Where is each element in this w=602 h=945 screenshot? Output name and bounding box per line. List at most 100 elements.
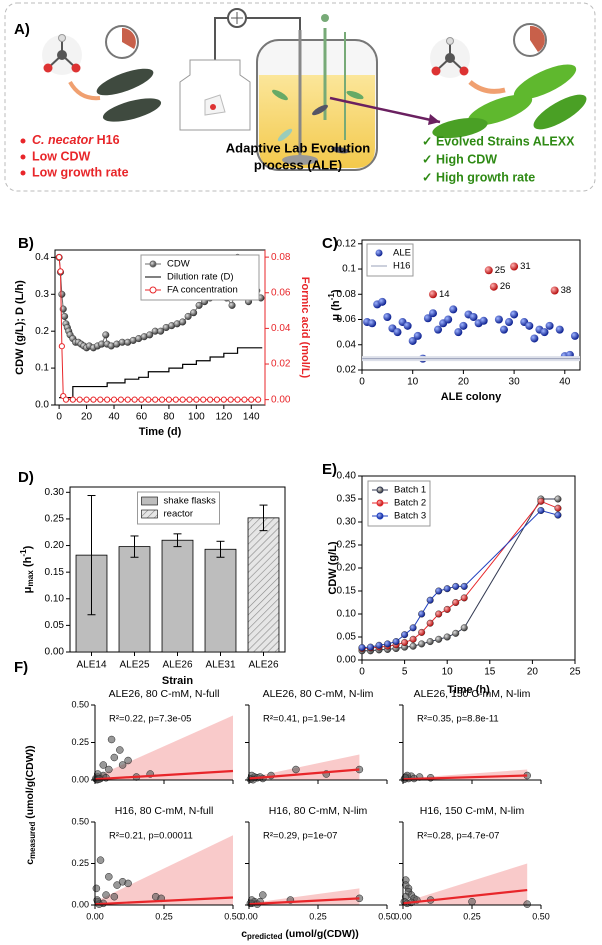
x-tick-label: 0 xyxy=(359,667,365,678)
arrow xyxy=(468,80,506,94)
data-point xyxy=(200,396,207,403)
y-tick-label: 0.40 xyxy=(337,471,357,482)
highlight-point xyxy=(428,290,437,299)
legend-swatch xyxy=(141,496,158,506)
subplot-title: H16, 80 C-mM, N-lim xyxy=(269,805,368,817)
legend-swatch xyxy=(376,499,384,507)
y-tick-label: 0.06 xyxy=(271,287,291,298)
x-axis-label: ALE colony xyxy=(441,391,502,403)
y-axis-label: CDW (g/L); D (L/h) xyxy=(14,280,26,375)
right-item: ✓ High CDW xyxy=(422,152,497,166)
data-point xyxy=(403,321,412,330)
data-point xyxy=(554,495,562,503)
data-point xyxy=(435,610,443,618)
y-tick-label: 0.1 xyxy=(342,264,356,275)
data-point xyxy=(409,624,417,632)
data-point xyxy=(418,640,426,648)
annotation: R²=0.41, p=1.9e-14 xyxy=(263,714,345,725)
plot-frame xyxy=(361,239,581,371)
label-part: ) xyxy=(22,545,34,549)
annotation: R²=0.29, p=1e-07 xyxy=(263,831,337,842)
y-tick-label: 0.35 xyxy=(337,494,357,505)
data-point xyxy=(76,396,83,403)
bacterium xyxy=(533,94,587,130)
data-point xyxy=(116,746,124,754)
bacterium xyxy=(513,64,577,100)
x-tick-label: 0.25 xyxy=(155,911,173,921)
data-point xyxy=(505,318,514,327)
point-label: 38 xyxy=(561,285,572,296)
data-point xyxy=(444,315,453,324)
y-tick-label: 0.20 xyxy=(45,540,65,551)
data-point xyxy=(510,310,519,319)
data-point xyxy=(408,336,417,345)
data-point xyxy=(90,396,97,403)
fit-line xyxy=(402,888,528,905)
label-part: c xyxy=(24,859,36,865)
x-tick-label: 20 xyxy=(527,667,539,678)
annotation: R²=0.22, p=7.3e-05 xyxy=(109,714,191,725)
x-tick-label: ALE25 xyxy=(119,660,149,671)
subplot-title: ALE26, 150 C-mM, N-lim xyxy=(414,688,531,700)
data-point xyxy=(454,328,463,337)
panel-label: F) xyxy=(14,659,28,676)
label-part: measured xyxy=(28,822,37,859)
data-point xyxy=(469,312,478,321)
data-point xyxy=(435,635,443,643)
data-point xyxy=(99,761,108,769)
data-point xyxy=(367,643,375,651)
data-point xyxy=(537,497,545,505)
data-point xyxy=(241,396,248,403)
data-point xyxy=(409,642,417,650)
x-tick-label: ALE26 xyxy=(162,660,192,671)
left-item: Low growth rate xyxy=(32,165,129,179)
data-point xyxy=(459,321,468,330)
data-point xyxy=(418,628,426,636)
left-item-rest: H16 xyxy=(93,133,119,147)
bullet xyxy=(20,154,26,160)
data-point xyxy=(228,301,236,309)
label-part: (umol/g(CDW)) xyxy=(282,928,358,940)
data-point xyxy=(124,396,131,403)
subplot-title: H16, 80 C-mM, N-full xyxy=(115,805,214,817)
data-point xyxy=(157,327,165,335)
label-part: -1 xyxy=(19,549,28,557)
x-tick-label: 0.50 xyxy=(224,911,242,921)
x-tick-label: ALE14 xyxy=(76,660,106,671)
legend-label: Batch 3 xyxy=(394,511,426,522)
y-tick-label: 0.12 xyxy=(337,238,357,249)
label-part: predicted xyxy=(247,932,283,941)
data-point xyxy=(499,325,508,334)
y-tick-label: 0.0 xyxy=(35,400,49,411)
panel-a: A) C. necator H16 Low CDW Low growth rat… xyxy=(4,2,596,192)
data-point xyxy=(184,312,192,320)
confidence-band xyxy=(95,715,233,780)
y-tick-label: 0.25 xyxy=(337,540,357,551)
y-tick-label: 0.00 xyxy=(45,647,65,658)
data-point xyxy=(165,396,173,403)
data-point xyxy=(401,639,409,647)
data-point xyxy=(92,884,101,893)
formate-molecule xyxy=(42,34,82,75)
data-point xyxy=(523,900,531,908)
highlight-point xyxy=(550,286,559,295)
y-tick-label: 0.50 xyxy=(71,699,89,709)
data-point xyxy=(452,599,460,607)
legend-label: Batch 2 xyxy=(394,498,426,509)
bullet xyxy=(20,170,26,176)
center-line: Adaptive Lab Evolution xyxy=(226,140,371,155)
legend-label: H16 xyxy=(393,261,410,272)
data-point xyxy=(124,879,132,888)
x-tick-label: 60 xyxy=(136,412,148,423)
bar xyxy=(204,548,237,653)
legend-swatch xyxy=(375,249,383,257)
series-line xyxy=(361,509,559,649)
data-point xyxy=(537,507,545,515)
data-point xyxy=(378,297,387,306)
right-item: ✓ High growth rate xyxy=(422,170,535,184)
x-tick-label: 25 xyxy=(569,667,581,678)
legend-label: reactor xyxy=(164,509,194,520)
data-point xyxy=(384,640,392,648)
data-point xyxy=(56,254,63,261)
point-label: 25 xyxy=(495,265,506,276)
